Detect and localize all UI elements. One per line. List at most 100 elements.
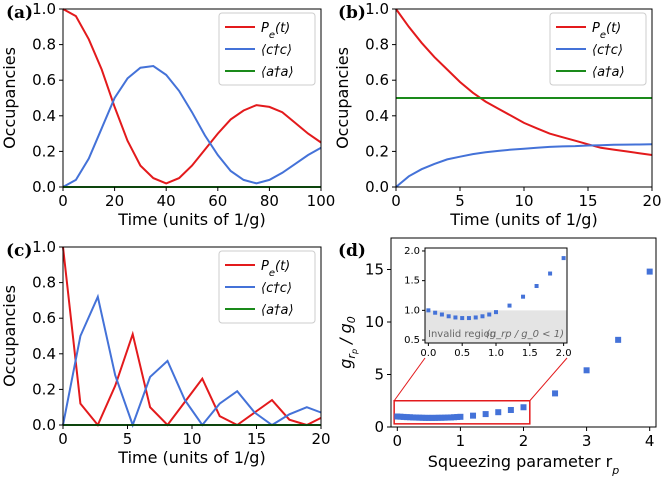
y-tick-label: 0.2 [32,380,56,398]
y-axis-label: Occupancies [0,47,19,149]
legend-entry: ⟨a†a⟩ [261,65,294,80]
y-tick-label: 0.8 [32,36,56,54]
inset-x-tick-label: 1.0 [488,348,504,359]
scatter-point [416,414,423,421]
inset-x-tick-label: 2.0 [556,348,572,359]
series-line-pet [395,8,653,156]
y-tick-label: 0 [374,418,384,436]
x-tick-label: 2 [519,432,529,450]
x-tick-label: 5 [455,192,465,210]
x-tick-label: 0 [393,432,403,450]
scatter-point [447,414,454,421]
scatter-point [432,414,439,421]
scatter-point [451,414,458,421]
x-tick-label: 3 [582,432,592,450]
x-tick-label: 0 [58,192,68,210]
inset-y-tick-label: 0.5 [404,335,420,346]
panel-1: 0 5 10 15 20 0.0 0.2 0.4 0.6 0.8 1.0 Time (units of… [333,0,662,229]
x-tick-label: 10 [182,430,201,448]
inset-point [439,312,444,317]
scatter-point [397,413,404,420]
series-line-cc [62,64,322,188]
x-tick-label: 5 [123,430,133,448]
panel-label: (b) [338,3,366,23]
inset-y-tick-label: 2.0 [404,246,420,257]
y-tick-label: 15 [365,261,384,279]
y-tick-label: 0.2 [365,142,389,160]
panel-label: (d) [338,241,366,261]
x-axis-label: Squeezing parameter rp [428,452,620,477]
scatter-point [429,414,436,421]
series-line-pet [62,246,322,427]
inset-point [466,316,471,321]
y-tick-label: 0.0 [32,416,56,434]
scatter-point [583,367,590,374]
y-tick-label: 0.2 [32,142,56,160]
x-tick-label: 4 [645,432,655,450]
scatter-point [615,336,622,343]
y-tick-label: 10 [365,313,384,331]
scatter-point [413,414,420,421]
legend-box [218,12,316,86]
x-tick-label: 10 [514,192,533,210]
legend-entry: ⟨c†c⟩ [261,43,292,58]
legend-entry: Pe(t) [261,21,290,41]
y-tick-label: 0.6 [32,309,56,327]
inset-y-tick-label: 1.0 [404,305,420,316]
inset-point [460,316,465,321]
x-axis-label: Time (units of 1/g) [449,210,597,229]
scatter-point [507,406,514,413]
invalid-region-label: Invalid region [428,329,496,340]
y-axis-label: Occupancies [333,47,352,149]
scatter-point [400,413,407,420]
inset-point [507,303,512,308]
scatter-point [495,409,502,416]
inset-y-tick-label: 1.5 [404,276,420,287]
scatter-point [425,414,432,421]
zoom-connector [393,357,426,402]
panel-0: 0 20 40 60 80 100 0.0 0.2 0.4 0.6 0.8 1.0 Time (unit… [0,0,335,229]
inset-x-tick-label: 1.5 [522,348,538,359]
y-axis-label: Occupancies [0,285,19,387]
scatter-point [444,414,451,421]
panel-label: (a) [6,3,33,23]
y-tick-label: 0.8 [32,274,56,292]
scatter-point [394,413,401,420]
series-line-cc [62,293,322,428]
y-tick-label: 0.0 [32,178,56,196]
x-tick-label: 20 [105,192,124,210]
x-tick-label: 15 [247,430,266,448]
x-tick-label: 0 [58,430,68,448]
x-axis-label: Time (units of 1/g) [117,210,265,229]
zoom-region-rect [393,400,531,425]
panel-label: (c) [6,241,32,261]
legend-entry: ⟨a†a⟩ [592,65,625,80]
scatter-point [520,404,527,411]
x-tick-label: 15 [578,192,597,210]
x-tick-label: 1 [456,432,466,450]
inset-point [433,310,438,315]
scatter-point [457,413,464,420]
scatter-point [410,414,417,421]
scatter-point [403,414,410,421]
y-tick-label: 1.0 [32,238,56,256]
legend-box [218,250,316,324]
inset-x-tick-label: 0.0 [420,348,436,359]
inset-point [487,312,492,317]
inset-point [480,314,485,319]
legend-entry: Pe(t) [592,21,621,41]
scatter-point [438,414,445,421]
y-tick-label: 0.4 [32,345,56,363]
legend: Pe(t) ⟨c†c⟩ ⟨a†a⟩ [549,12,647,86]
inset-point [494,310,498,315]
y-tick-label: 5 [374,366,384,384]
y-tick-label: 0.4 [365,107,389,125]
y-tick-label: 0.6 [32,71,56,89]
inset-point [473,315,478,320]
invalid-condition-label: (g_rp / g_0 < 1) [486,329,564,340]
scatter-point [422,414,429,421]
y-tick-label: 0.4 [32,107,56,125]
x-tick-label: 60 [208,192,227,210]
x-tick-label: 20 [311,430,330,448]
inset-point [561,256,566,261]
